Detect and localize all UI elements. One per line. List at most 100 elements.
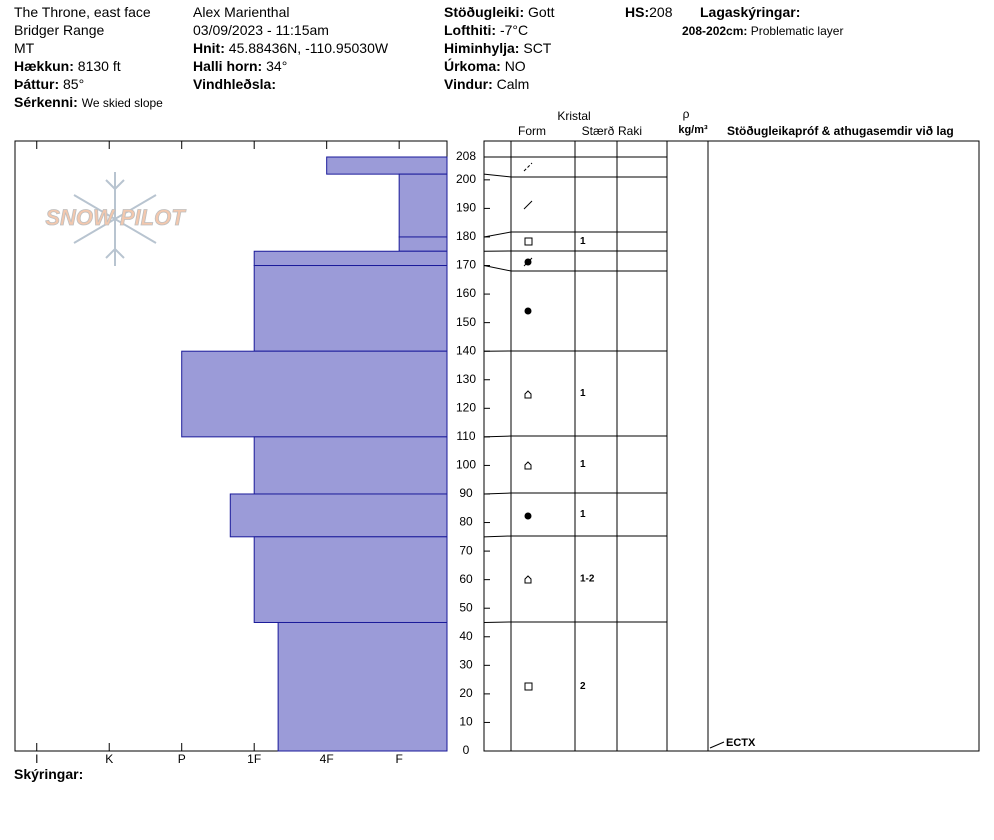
value: NO	[504, 58, 526, 74]
slope: Halli horn: 34°	[193, 58, 287, 74]
col-density: ρ	[683, 107, 690, 121]
label: Vindur:	[444, 76, 493, 92]
x-tick-label: 1F	[247, 752, 261, 766]
logo-flake	[73, 172, 157, 266]
y-tick-label: 180	[456, 229, 476, 243]
grain-symbols	[523, 162, 533, 691]
value: -7°C	[499, 22, 529, 38]
y-tick-label: 30	[459, 657, 473, 671]
value: Calm	[496, 76, 530, 92]
value: SCT	[523, 40, 552, 56]
range: Bridger Range	[14, 22, 105, 38]
col-size: Stærð	[582, 124, 615, 138]
value: Gott	[528, 4, 555, 20]
layer-bar	[398, 236, 448, 252]
y-tick-label: 20	[459, 686, 473, 700]
col-density-unit: kg/m³	[678, 124, 708, 136]
label: Himinhylja:	[444, 40, 520, 56]
grain-size: 1-2	[580, 574, 595, 585]
wind: Vindur: Calm	[444, 76, 529, 92]
value: 8130 ft	[77, 58, 121, 74]
state: MT	[14, 40, 35, 56]
grain-size: 1	[580, 236, 586, 247]
elevation: Hækkun: 8130 ft	[14, 58, 121, 74]
layer-bar	[326, 156, 448, 175]
y-tick-label: 130	[456, 372, 476, 386]
label: Lofthiti:	[444, 22, 497, 38]
y-tick-label: 10	[459, 715, 473, 729]
y-tick-label: 110	[456, 429, 475, 443]
y-tick-label: 60	[459, 572, 473, 586]
x-tick-label: K	[105, 752, 113, 766]
value: 34°	[266, 58, 288, 74]
value: 85°	[63, 76, 85, 92]
layer-connector	[483, 231, 512, 238]
x-tick-label: 4F	[320, 752, 334, 766]
label: Þáttur:	[14, 76, 60, 92]
legend-title: Lagaskýringar:	[700, 4, 800, 20]
x-tick-label: F	[395, 752, 402, 766]
col-moisture: Raki	[618, 124, 642, 138]
y-tick-label: 170	[456, 258, 476, 272]
grain-size: 1	[580, 509, 586, 520]
precip: Úrkoma: NO	[444, 58, 526, 74]
hs: HS:208	[625, 4, 672, 20]
layer-note: 208-202cm: Problematic layer	[682, 24, 843, 38]
label: Sérkenni:	[14, 94, 78, 110]
col-form: Form	[518, 124, 546, 138]
layer-connector	[483, 535, 512, 538]
layer-bar	[229, 493, 448, 538]
x-tick-label: I	[35, 752, 38, 766]
label: Halli horn:	[193, 58, 263, 74]
datetime: 03/09/2023 - 11:15am	[193, 22, 329, 38]
label: Lagaskýringar:	[700, 4, 801, 20]
label: Úrkoma:	[444, 58, 501, 74]
label: HS:	[625, 4, 650, 20]
grain-size: 1	[580, 459, 586, 470]
label: Skýringar:	[14, 766, 84, 782]
x-tick-label: P	[178, 752, 186, 766]
layer-bar	[398, 173, 448, 238]
sky: Himinhylja: SCT	[444, 40, 551, 56]
table-frame	[483, 140, 980, 752]
y-tick-label: 80	[459, 515, 473, 529]
aspect: Þáttur: 85°	[14, 76, 84, 92]
y-tick-label: 0	[463, 743, 470, 757]
label: Stöðugleiki:	[444, 4, 525, 20]
layer-connector	[483, 435, 512, 438]
grain-size: 2	[580, 681, 586, 692]
y-tick-label: 90	[459, 486, 473, 500]
footer: Skýringar:	[14, 766, 83, 782]
y-tick-label: 190	[456, 201, 476, 215]
label: Vindhleðsla:	[193, 76, 276, 92]
wind-loading: Vindhleðsla:	[193, 76, 276, 92]
y-tick-label: 40	[459, 629, 473, 643]
y-tick-label: 160	[456, 286, 476, 300]
label: Hnit:	[193, 40, 225, 56]
observer: Alex Marienthal	[193, 4, 290, 20]
y-tick-label: 208	[456, 149, 476, 163]
test-arrow	[709, 741, 725, 749]
air-temp: Lofthiti: -7°C	[444, 22, 528, 38]
col-crystal: Kristal	[557, 109, 590, 123]
logo: SNOW PILOT	[45, 205, 186, 230]
location: The Throne, east face	[14, 4, 151, 20]
stability: Stöðugleiki: Gott	[444, 4, 554, 20]
y-tick-label: 150	[456, 315, 476, 329]
y-tick-label: 140	[456, 343, 476, 357]
layer-bar	[253, 536, 448, 623]
y-tick-label: 70	[459, 543, 473, 557]
label: Hækkun:	[14, 58, 74, 74]
value: 45.88436N, -110.95030W	[228, 40, 389, 56]
range: 208-202cm:	[682, 24, 748, 38]
grain-size: 1	[580, 388, 586, 399]
features: Sérkenni: We skied slope	[14, 94, 163, 110]
layer-bar	[253, 250, 448, 267]
layer-connector	[483, 265, 512, 272]
table-columns	[510, 141, 709, 751]
col-tests: Stöðugleikapróf & athugasemdir við lag	[727, 124, 954, 138]
layer-bar	[253, 436, 448, 495]
coords: Hnit: 45.88436N, -110.95030W	[193, 40, 388, 56]
layer-bar	[277, 621, 448, 752]
